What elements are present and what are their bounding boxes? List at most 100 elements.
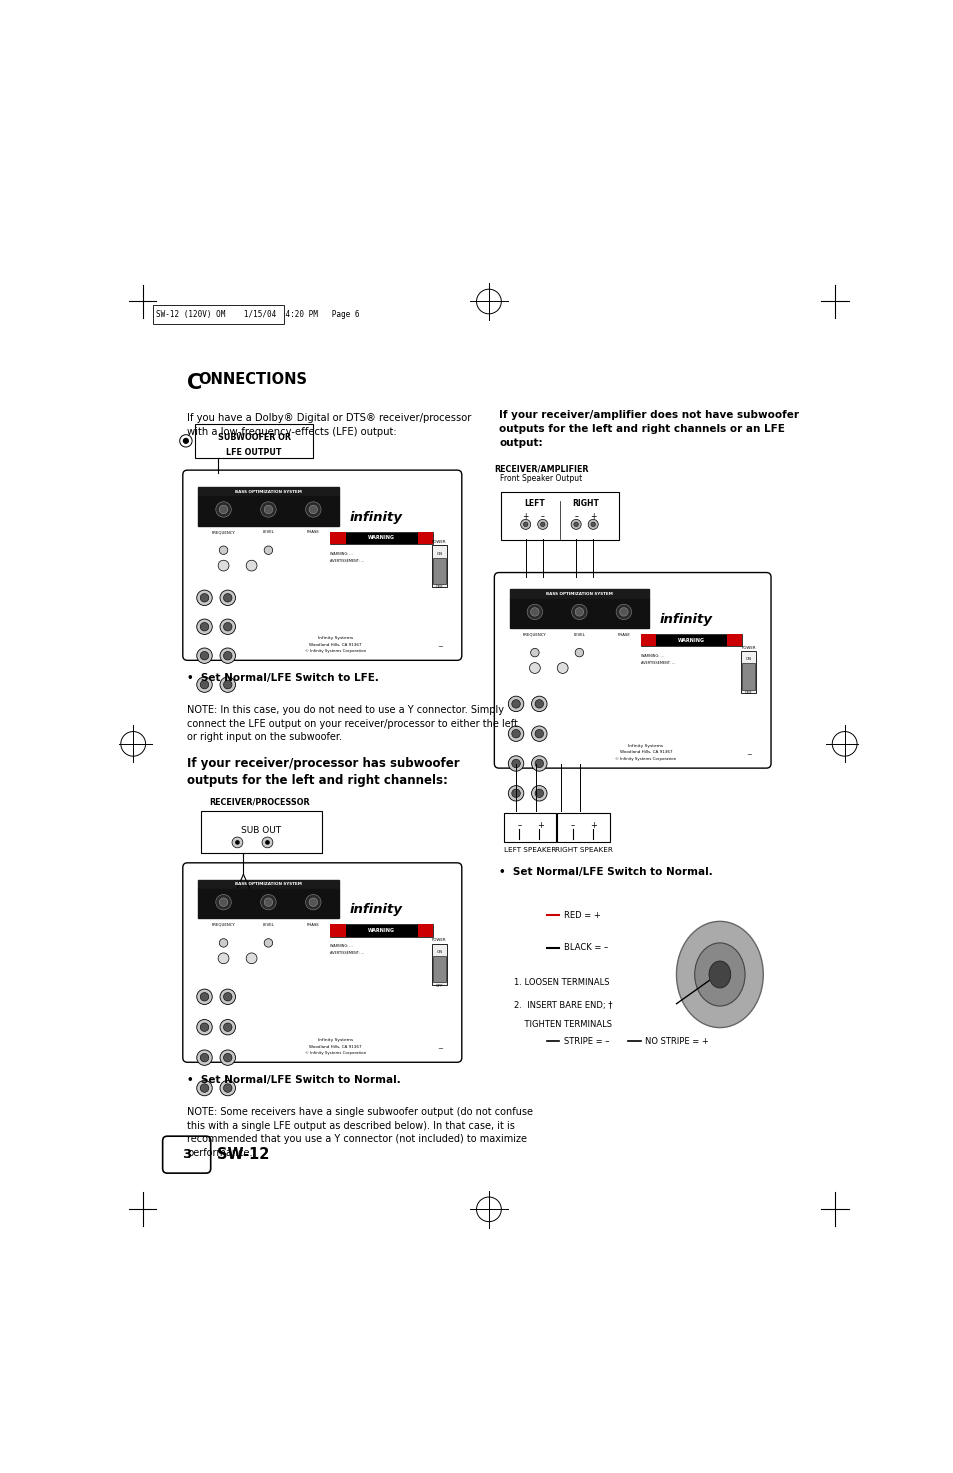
FancyBboxPatch shape xyxy=(162,1136,211,1173)
Text: BASS OPTIMIZATION SYSTEM: BASS OPTIMIZATION SYSTEM xyxy=(234,882,301,887)
Text: ~: ~ xyxy=(436,645,442,651)
Text: BASS OPTIMIZATION SYSTEM: BASS OPTIMIZATION SYSTEM xyxy=(234,489,301,493)
Circle shape xyxy=(523,521,527,527)
Circle shape xyxy=(220,1019,235,1036)
Circle shape xyxy=(531,697,546,711)
Text: –: – xyxy=(540,511,544,521)
Text: © Infinity Systems Corporation: © Infinity Systems Corporation xyxy=(615,757,676,760)
Text: NO STRIPE = +: NO STRIPE = + xyxy=(645,1037,708,1046)
Bar xyxy=(417,532,433,544)
Circle shape xyxy=(571,520,580,529)
Text: Woodland Hills, CA 91367: Woodland Hills, CA 91367 xyxy=(309,642,362,647)
Text: TIGHTEN TERMINALS: TIGHTEN TERMINALS xyxy=(514,1019,612,1030)
Circle shape xyxy=(309,899,317,906)
Text: LFE OUTPUT: LFE OUTPUT xyxy=(226,448,281,457)
Text: Infinity Systems: Infinity Systems xyxy=(318,1037,353,1041)
Text: BLACK = –: BLACK = – xyxy=(563,943,608,952)
Text: +: + xyxy=(537,820,543,829)
Bar xyxy=(431,545,447,586)
Circle shape xyxy=(220,678,235,692)
Text: SW-12: SW-12 xyxy=(347,928,385,938)
Circle shape xyxy=(531,726,546,741)
Ellipse shape xyxy=(694,943,744,1006)
Circle shape xyxy=(511,790,519,797)
Text: WARNING: WARNING xyxy=(678,638,704,642)
Circle shape xyxy=(200,651,209,660)
Circle shape xyxy=(575,648,583,657)
Bar xyxy=(509,598,648,627)
Text: +: + xyxy=(590,820,597,829)
Text: infinity: infinity xyxy=(349,511,402,523)
Text: STRIPE = –: STRIPE = – xyxy=(563,1037,609,1046)
Text: OFF: OFF xyxy=(744,691,752,695)
Circle shape xyxy=(530,608,538,616)
Bar xyxy=(509,589,648,598)
Circle shape xyxy=(571,604,586,620)
Text: PHASE: PHASE xyxy=(307,924,319,927)
Text: LEFT SPEAKER: LEFT SPEAKER xyxy=(503,847,556,853)
Bar xyxy=(153,305,283,324)
Bar xyxy=(503,813,556,843)
Text: Front Speaker Output: Front Speaker Output xyxy=(500,474,582,483)
Text: infinity: infinity xyxy=(659,613,712,626)
Circle shape xyxy=(196,1080,212,1096)
Text: AVERTISSEMENT: ...: AVERTISSEMENT: ... xyxy=(330,952,364,956)
Circle shape xyxy=(246,953,256,963)
Bar xyxy=(433,558,445,583)
Circle shape xyxy=(223,651,232,660)
Text: C: C xyxy=(187,373,202,393)
Text: FREQUENCY: FREQUENCY xyxy=(212,924,235,927)
Text: •  Set Normal/LFE Switch to Normal.: • Set Normal/LFE Switch to Normal. xyxy=(187,1075,401,1084)
Text: 1. LOOSEN TERMINALS: 1. LOOSEN TERMINALS xyxy=(514,978,609,987)
Circle shape xyxy=(215,502,231,517)
Text: BASS OPTIMIZATION SYSTEM: BASS OPTIMIZATION SYSTEM xyxy=(545,592,612,597)
Circle shape xyxy=(220,648,235,663)
Circle shape xyxy=(537,520,547,529)
Circle shape xyxy=(183,437,189,443)
Text: LEVEL: LEVEL xyxy=(262,530,274,535)
FancyBboxPatch shape xyxy=(183,470,461,660)
Text: SUB OUT: SUB OUT xyxy=(241,826,281,835)
Circle shape xyxy=(539,521,544,527)
Bar xyxy=(431,944,447,985)
Text: SUBWOOFER OR: SUBWOOFER OR xyxy=(217,433,291,442)
Circle shape xyxy=(223,993,232,1002)
Text: RED = +: RED = + xyxy=(563,910,600,919)
Circle shape xyxy=(196,1019,212,1036)
Text: SW-12: SW-12 xyxy=(347,535,385,545)
Circle shape xyxy=(520,520,530,529)
Circle shape xyxy=(220,591,235,605)
Circle shape xyxy=(511,729,519,738)
Circle shape xyxy=(535,759,543,767)
Text: SW-12: SW-12 xyxy=(658,638,695,648)
Circle shape xyxy=(262,837,273,848)
Text: 3: 3 xyxy=(182,1147,192,1161)
Bar xyxy=(417,925,433,937)
Circle shape xyxy=(265,840,270,844)
Circle shape xyxy=(219,546,228,554)
Circle shape xyxy=(219,938,228,947)
Circle shape xyxy=(588,520,598,529)
Circle shape xyxy=(200,623,209,630)
Circle shape xyxy=(535,790,543,797)
Circle shape xyxy=(511,759,519,767)
Circle shape xyxy=(508,785,523,801)
Circle shape xyxy=(527,604,542,620)
Text: Woodland Hills, CA 91367: Woodland Hills, CA 91367 xyxy=(309,1044,362,1049)
Bar xyxy=(726,635,741,647)
Circle shape xyxy=(200,594,209,602)
Text: WARNING: WARNING xyxy=(368,535,395,541)
Circle shape xyxy=(531,756,546,772)
Text: PHASE: PHASE xyxy=(307,530,319,535)
Circle shape xyxy=(575,608,583,616)
Text: WARNING: ...: WARNING: ... xyxy=(640,654,662,658)
Text: ONNECTIONS: ONNECTIONS xyxy=(198,373,307,387)
Circle shape xyxy=(223,681,232,689)
Circle shape xyxy=(260,502,275,517)
Circle shape xyxy=(218,560,229,572)
Circle shape xyxy=(196,648,212,663)
Text: ON: ON xyxy=(744,657,751,661)
Circle shape xyxy=(220,1050,235,1065)
Circle shape xyxy=(196,1050,212,1065)
Circle shape xyxy=(215,894,231,910)
